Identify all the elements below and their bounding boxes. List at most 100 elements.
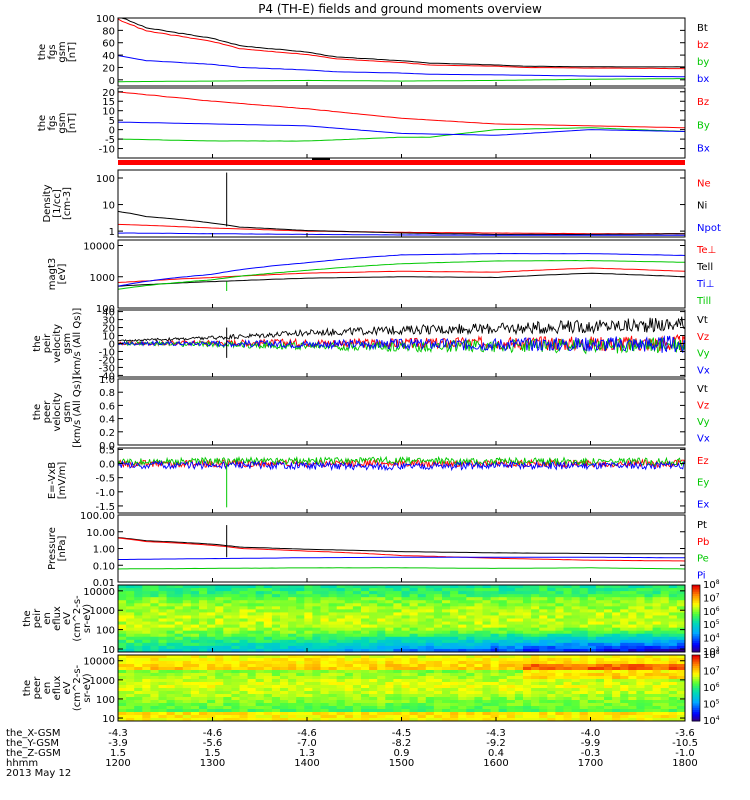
heatmap-cell	[482, 621, 492, 626]
series-line-Ni	[118, 210, 685, 236]
heatmap-cell	[320, 676, 330, 680]
heatmap-cell	[182, 709, 192, 713]
heatmap-cell	[369, 600, 378, 604]
heatmap-cell	[636, 612, 646, 617]
heatmap-cell	[490, 591, 500, 595]
heatmap-cell	[385, 645, 394, 650]
heatmap-cell	[417, 648, 427, 652]
heatmap-cell	[612, 612, 621, 617]
heatmap-cell	[450, 612, 459, 617]
heatmap-cell	[369, 648, 378, 652]
heatmap-cell	[547, 594, 556, 598]
heatmap-cell	[523, 694, 532, 698]
heatmap-cell	[539, 618, 548, 623]
heatmap-cell	[166, 700, 176, 704]
heatmap-cell	[668, 679, 678, 683]
heatmap-cell	[490, 718, 500, 721]
y-tick-label: 0.4	[99, 415, 115, 426]
heatmap-cell	[458, 712, 467, 716]
heatmap-cell	[271, 703, 281, 707]
heatmap-cell	[247, 612, 257, 617]
heatmap-cell	[660, 715, 670, 719]
colorbar-tick-label: 108	[703, 649, 720, 661]
heatmap-cell	[442, 627, 451, 632]
heatmap-cell	[563, 603, 573, 607]
heatmap-cell	[231, 691, 241, 695]
x-axis-tick-label: -8.2	[392, 738, 412, 749]
heatmap-cell	[539, 658, 548, 662]
heatmap-cell	[466, 585, 475, 589]
heatmap-cell	[531, 673, 540, 677]
heatmap-cell	[158, 694, 168, 698]
heatmap-cell	[239, 636, 249, 641]
heatmap-cell	[652, 621, 662, 626]
heatmap-cell	[142, 609, 151, 614]
heatmap-cell	[288, 594, 297, 598]
heatmap-cell	[118, 715, 127, 719]
heatmap-cell	[401, 633, 411, 638]
heatmap-cell	[369, 606, 378, 610]
heatmap-cell	[352, 673, 362, 677]
colorbar-segment	[692, 605, 700, 608]
heatmap-cell	[514, 655, 524, 659]
heatmap-cell	[514, 691, 524, 695]
heatmap-cell	[523, 664, 532, 668]
heatmap-cell	[352, 712, 362, 716]
heatmap-cell	[563, 642, 573, 647]
heatmap-cell	[620, 709, 629, 713]
heatmap-cell	[482, 709, 492, 713]
y-tick-label: 80	[102, 26, 115, 37]
heatmap-cell	[531, 718, 540, 721]
heatmap-cell	[207, 636, 216, 641]
heatmap-cell	[385, 597, 394, 601]
heatmap-cell	[474, 661, 484, 665]
heatmap-cell	[652, 682, 662, 686]
heatmap-cell	[385, 627, 394, 632]
heatmap-cell	[571, 703, 581, 707]
heatmap-cell	[644, 645, 654, 650]
heatmap-cell	[466, 636, 475, 641]
heatmap-cell	[288, 712, 297, 716]
heatmap-cell	[263, 603, 273, 607]
heatmap-cell	[539, 636, 548, 641]
heatmap-cell	[620, 648, 629, 652]
heatmap-cell	[377, 636, 386, 641]
heatmap-cell	[442, 712, 451, 716]
heatmap-cell	[466, 685, 475, 689]
heatmap-cell	[280, 688, 289, 692]
heatmap-cell	[563, 618, 573, 623]
y-tick-label: 10000	[83, 242, 115, 253]
heatmap-cell	[344, 658, 354, 662]
heatmap-cell	[668, 673, 678, 677]
heatmap-cell	[547, 606, 556, 610]
heatmap-cell	[190, 624, 200, 629]
heatmap-cell	[271, 630, 281, 635]
heatmap-cell	[579, 703, 589, 707]
heatmap-cell	[271, 597, 281, 601]
y-axis-label-line: peir	[32, 608, 43, 628]
heatmap-cell	[644, 591, 654, 595]
heatmap-cell	[539, 715, 548, 719]
heatmap-cell	[296, 621, 305, 626]
heatmap-cell	[498, 597, 508, 601]
heatmap-cell	[166, 706, 176, 710]
y-tick-label: 60	[102, 39, 115, 50]
heatmap-cell	[579, 648, 589, 652]
heatmap-cell	[369, 636, 378, 641]
heatmap-cell	[328, 639, 338, 644]
heatmap-cell	[539, 621, 548, 626]
heatmap-cell	[644, 715, 654, 719]
heatmap-cell	[450, 700, 459, 704]
heatmap-cell	[514, 606, 524, 610]
heatmap-cell	[134, 679, 143, 683]
heatmap-cell	[174, 706, 184, 710]
heatmap-cell	[498, 667, 508, 671]
heatmap-cell	[563, 636, 573, 641]
heatmap-cell	[579, 603, 589, 607]
heatmap-cell	[636, 642, 646, 647]
heatmap-cell	[409, 664, 419, 668]
heatmap-cell	[466, 642, 475, 647]
heatmap-cell	[304, 639, 313, 644]
heatmap-cell	[174, 658, 184, 662]
heatmap-cell	[563, 667, 573, 671]
